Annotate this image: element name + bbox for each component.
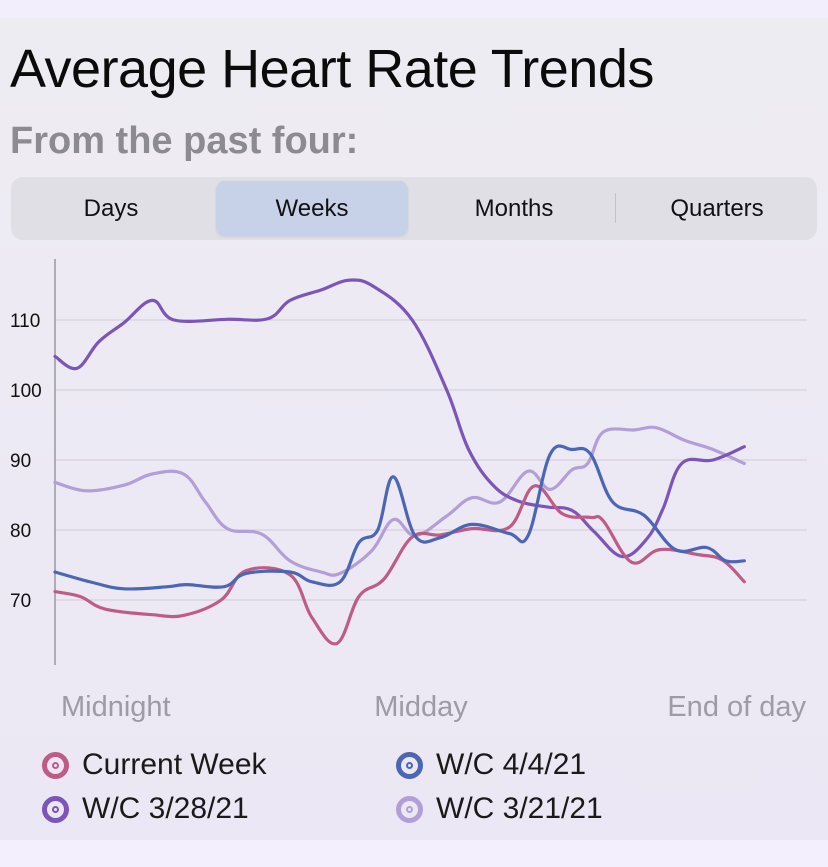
period-segmented-control: Days Weeks Months Quarters bbox=[11, 177, 817, 240]
legend-item-wc-4-4-21[interactable]: W/C 4/4/21 bbox=[396, 748, 586, 782]
x-tick-label: Midnight bbox=[61, 691, 171, 723]
chart-card bbox=[0, 18, 828, 840]
segment-months-label: Months bbox=[474, 194, 554, 222]
y-tick-label: 110 bbox=[10, 311, 40, 332]
page-title: Average Heart Rate Trends bbox=[10, 39, 654, 99]
y-tick-label: 80 bbox=[10, 521, 31, 542]
segment-divider bbox=[615, 193, 616, 223]
x-tick-label: End of day bbox=[667, 691, 806, 723]
segment-days[interactable]: Days bbox=[15, 181, 207, 236]
series-line-w-c-4-4-21 bbox=[53, 444, 746, 591]
series-line-w-c-3-28-21 bbox=[53, 278, 746, 559]
legend-label: W/C 3/28/21 bbox=[82, 792, 249, 825]
legend-item-current-week[interactable]: Current Week bbox=[42, 748, 267, 782]
y-tick-label: 90 bbox=[10, 451, 31, 472]
heart-rate-line-chart: 70 80 90 100 110 Midnight Midday End of day bbox=[10, 259, 807, 723]
legend-marker-icon bbox=[396, 795, 423, 823]
segment-weeks-label: Weeks bbox=[275, 194, 349, 222]
legend-item-wc-3-21-21[interactable]: W/C 3/21/21 bbox=[396, 792, 603, 826]
legend-marker-icon bbox=[42, 751, 69, 779]
segment-quarters[interactable]: Quarters bbox=[621, 181, 813, 236]
page-subtitle: From the past four: bbox=[10, 120, 359, 162]
legend-label: Current Week bbox=[82, 748, 267, 781]
legend-item-wc-3-28-21[interactable]: W/C 3/28/21 bbox=[42, 792, 249, 826]
legend-marker-icon bbox=[396, 751, 423, 779]
y-tick-label: 100 bbox=[10, 381, 42, 402]
segment-weeks[interactable]: Weeks bbox=[216, 181, 408, 236]
legend-label: W/C 3/21/21 bbox=[436, 792, 603, 825]
x-tick-label: Midday bbox=[374, 691, 468, 723]
segment-quarters-label: Quarters bbox=[670, 194, 764, 222]
bottom-bar bbox=[0, 840, 828, 867]
legend-label: W/C 4/4/21 bbox=[436, 748, 587, 781]
series-line-current-week bbox=[53, 484, 746, 646]
segment-months[interactable]: Months bbox=[418, 181, 610, 236]
segment-days-label: Days bbox=[83, 194, 139, 222]
y-tick-label: 70 bbox=[10, 591, 31, 612]
legend-marker-icon bbox=[42, 795, 69, 823]
